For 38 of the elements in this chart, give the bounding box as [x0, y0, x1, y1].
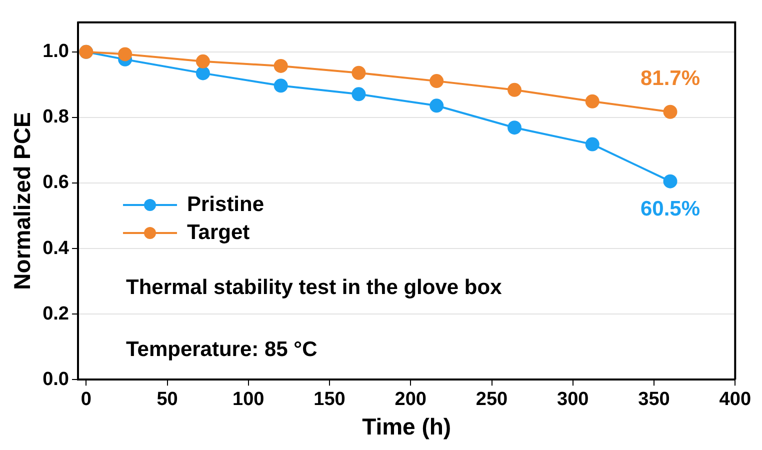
x-tick-label: 200: [394, 389, 426, 410]
x-tick-label: 50: [156, 389, 178, 410]
point: [663, 104, 678, 119]
annotation: 81.7%: [640, 67, 700, 90]
y-tick-label: 1.0: [42, 41, 70, 62]
y-tick-label: 0.0: [42, 368, 70, 390]
x-tick-label: 100: [232, 389, 264, 410]
point: [274, 58, 288, 73]
y-axis-title: Normalized PCE: [9, 112, 36, 290]
annotation: Temperature: 85 °C: [126, 338, 318, 362]
point: [196, 66, 210, 80]
point: [663, 174, 678, 188]
point: [430, 98, 444, 113]
legend-label: Pristine: [187, 193, 264, 217]
point: [274, 78, 288, 93]
x-tick-label: 350: [638, 389, 670, 410]
x-tick-label: 250: [476, 389, 508, 410]
y-tick-label: 0.6: [42, 172, 70, 194]
point: [585, 137, 600, 152]
point: [430, 74, 444, 88]
x-tick-label: 150: [314, 389, 346, 410]
annotation: 60.5%: [640, 198, 700, 221]
annotation: Thermal stability test in the glove box: [126, 276, 502, 300]
y-tick-label: 0.2: [42, 303, 70, 324]
x-axis-title: Time (h): [362, 414, 452, 440]
point: [507, 82, 522, 97]
point: [352, 87, 366, 102]
point: [118, 47, 132, 62]
x-tick-label: 300: [557, 389, 589, 410]
point: [507, 120, 522, 135]
legend-label: Target: [187, 221, 250, 245]
point: [196, 54, 210, 68]
y-tick-label: 0.8: [42, 106, 70, 128]
x-tick-label: 400: [719, 389, 751, 410]
y-tick-label: 0.4: [42, 238, 70, 259]
x-tick-label: 0: [80, 389, 92, 410]
point: [585, 94, 600, 108]
point: [352, 66, 366, 80]
